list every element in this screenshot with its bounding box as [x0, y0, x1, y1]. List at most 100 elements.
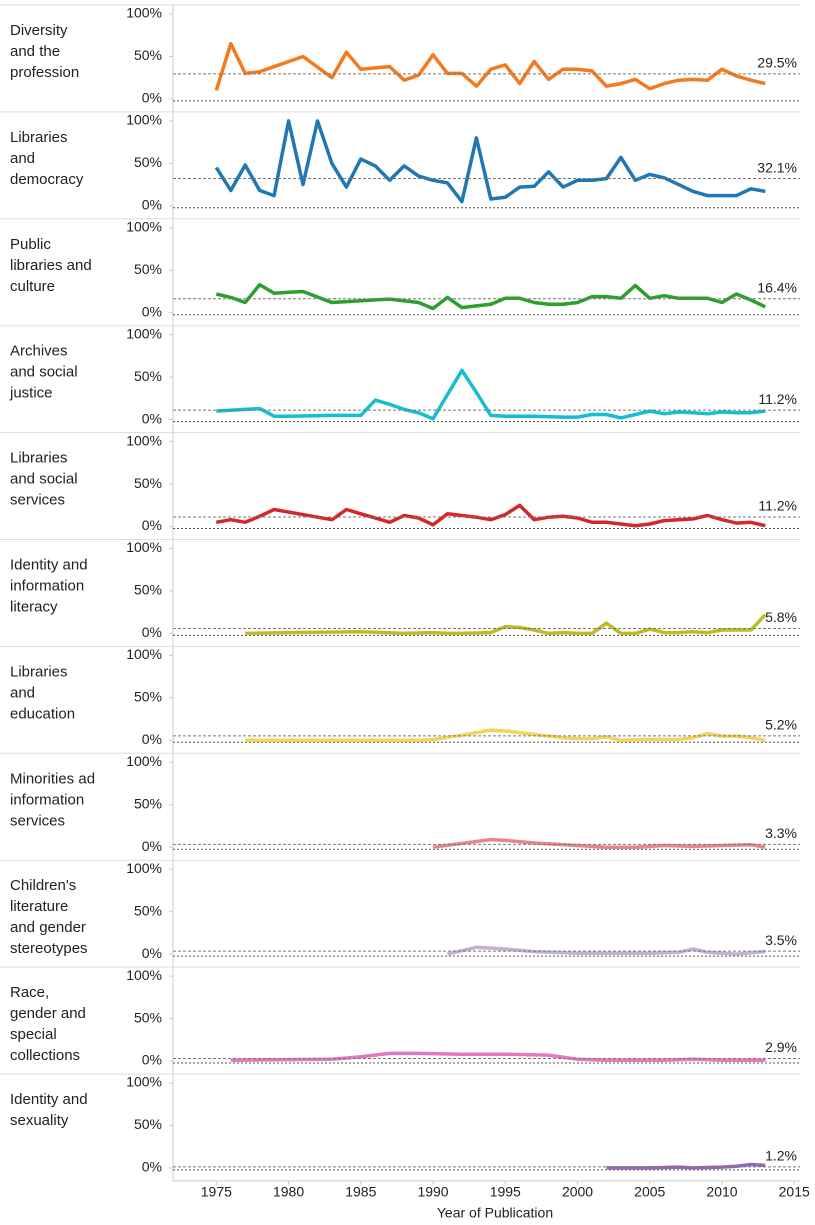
- series-line: [606, 1162, 766, 1170]
- series-line: [245, 728, 766, 743]
- panel-title: and: [10, 684, 35, 701]
- panel-title: democracy: [10, 171, 84, 188]
- panel-title: Race,: [10, 984, 49, 1001]
- panel-title: and social: [10, 364, 78, 381]
- y-tick-label: 0%: [142, 1159, 162, 1175]
- x-tick-label: 1990: [417, 1184, 448, 1200]
- y-tick-label: 100%: [126, 219, 162, 235]
- y-tick-label: 100%: [126, 5, 162, 21]
- panel-title: Minorities ad: [10, 770, 95, 787]
- y-tick-label: 50%: [134, 689, 162, 705]
- panel-title: and gender: [10, 919, 86, 936]
- panel-title: Identity and: [10, 1091, 88, 1108]
- y-tick-label: 0%: [142, 624, 162, 640]
- mean-label: 5.8%: [765, 609, 797, 625]
- x-tick-label: 2000: [562, 1184, 593, 1200]
- mean-label: 32.1%: [757, 159, 797, 175]
- panel-title: culture: [10, 278, 55, 295]
- panel-title: Libraries: [10, 129, 68, 146]
- y-tick-label: 100%: [126, 753, 162, 769]
- series-line: [432, 837, 766, 849]
- panel-title: information: [10, 577, 84, 594]
- panel-title: Diversity: [10, 22, 68, 39]
- y-tick-label: 0%: [142, 303, 162, 319]
- panel-title: education: [10, 705, 75, 722]
- mean-label: 16.4%: [757, 279, 797, 295]
- y-tick-label: 50%: [134, 1116, 162, 1132]
- mean-label: 1.2%: [765, 1148, 797, 1164]
- y-tick-label: 100%: [126, 967, 162, 983]
- panel-title: collections: [10, 1047, 80, 1064]
- mean-label: 2.9%: [765, 1039, 797, 1055]
- series-line: [447, 945, 766, 956]
- x-axis-label: Year of Publication: [437, 1205, 553, 1221]
- y-tick-label: 100%: [126, 112, 162, 128]
- panel-title: services: [10, 492, 65, 509]
- panel-title: profession: [10, 64, 79, 81]
- y-tick-label: 0%: [142, 838, 162, 854]
- y-tick-label: 50%: [134, 368, 162, 384]
- y-tick-label: 50%: [134, 154, 162, 170]
- series-line: [230, 1051, 766, 1062]
- x-tick-label: 1980: [273, 1184, 304, 1200]
- y-tick-label: 50%: [134, 47, 162, 63]
- panel-title: Public: [10, 236, 51, 253]
- y-tick-label: 0%: [142, 945, 162, 961]
- series-line: [214, 41, 766, 91]
- panel-title: special: [10, 1026, 57, 1043]
- panel-title: Libraries: [10, 663, 68, 680]
- panel-title: libraries and: [10, 257, 92, 274]
- y-tick-label: 50%: [134, 475, 162, 491]
- y-tick-label: 100%: [126, 1074, 162, 1090]
- series-line: [214, 119, 766, 204]
- series-line: [216, 368, 766, 421]
- y-tick-label: 50%: [134, 902, 162, 918]
- panel-title: and: [10, 150, 35, 167]
- y-tick-label: 100%: [126, 860, 162, 876]
- y-tick-label: 0%: [142, 731, 162, 747]
- series-line: [245, 613, 767, 636]
- panel-title: stereotypes: [10, 940, 88, 957]
- panel-title: literacy: [10, 598, 58, 615]
- y-tick-label: 0%: [142, 517, 162, 533]
- mean-label: 29.5%: [757, 55, 797, 71]
- panel-title: Identity and: [10, 556, 88, 573]
- panel-title: services: [10, 812, 65, 829]
- y-tick-label: 0%: [142, 197, 162, 213]
- mean-label: 3.3%: [765, 825, 797, 841]
- x-tick-label: 2005: [634, 1184, 665, 1200]
- panel-title: and the: [10, 43, 60, 60]
- series-line: [215, 282, 767, 311]
- x-tick-label: 2015: [779, 1184, 810, 1200]
- mean-label: 11.2%: [758, 498, 797, 514]
- mean-label: 3.5%: [765, 932, 797, 948]
- x-tick-label: 1995: [490, 1184, 521, 1200]
- y-tick-label: 100%: [126, 539, 162, 555]
- y-tick-label: 100%: [126, 325, 162, 341]
- panel-title: Archives: [10, 343, 68, 360]
- y-tick-label: 100%: [126, 646, 162, 662]
- panel-title: justice: [9, 385, 53, 402]
- panel-title: information: [10, 791, 84, 808]
- y-tick-label: 100%: [126, 432, 162, 448]
- panel-title: literature: [10, 898, 68, 915]
- y-tick-label: 50%: [134, 1009, 162, 1025]
- panel-title: Libraries: [10, 450, 68, 467]
- panel-title: Children's: [10, 877, 76, 894]
- x-tick-label: 2010: [706, 1184, 737, 1200]
- x-tick-label: 1985: [345, 1184, 376, 1200]
- panel-title: sexuality: [10, 1112, 69, 1129]
- panel-title: gender and: [10, 1005, 86, 1022]
- y-tick-label: 0%: [142, 1052, 162, 1068]
- y-tick-label: 50%: [134, 582, 162, 598]
- x-tick-label: 1975: [201, 1184, 232, 1200]
- y-tick-label: 50%: [134, 795, 162, 811]
- series-line: [215, 503, 766, 528]
- panel-title: and social: [10, 471, 78, 488]
- y-tick-label: 50%: [134, 261, 162, 277]
- y-tick-label: 0%: [142, 410, 162, 426]
- mean-label: 11.2%: [758, 391, 797, 407]
- mean-label: 5.2%: [765, 717, 797, 733]
- y-tick-label: 0%: [142, 90, 162, 106]
